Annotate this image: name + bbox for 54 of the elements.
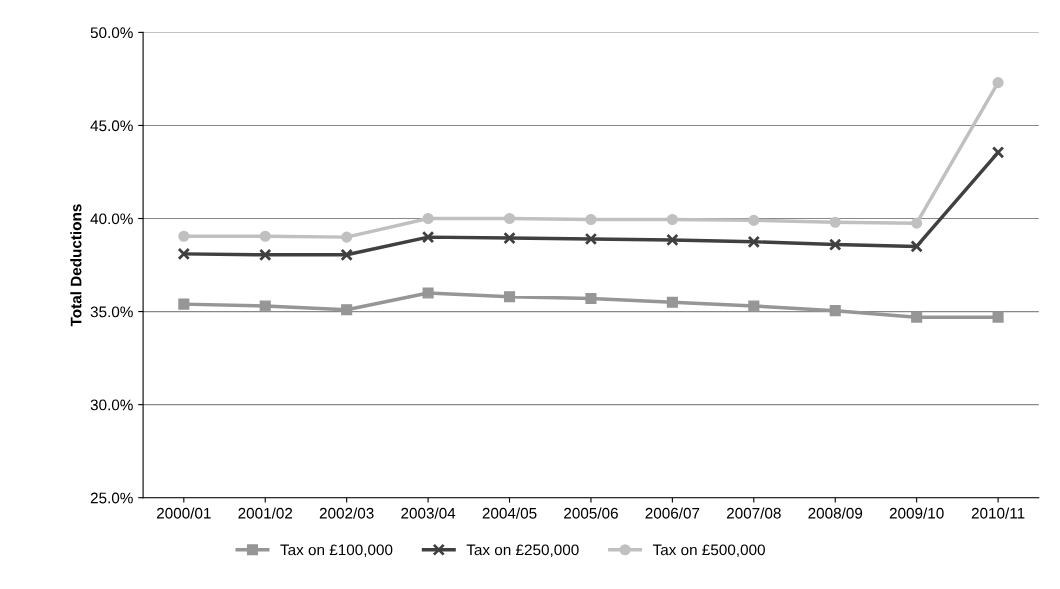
x-tick-label: 2006/07 xyxy=(645,507,700,519)
point xyxy=(666,213,678,226)
point xyxy=(178,298,190,310)
x-tick-label: 2009/10 xyxy=(889,507,944,519)
legend-label: Tax on £250,000 xyxy=(466,544,579,558)
legend-label: Tax on £500,000 xyxy=(652,544,765,558)
x-tick-label: 2002/03 xyxy=(319,507,374,519)
y-tick-label: 30.0% xyxy=(90,399,133,411)
x-tick-label: 2005/06 xyxy=(564,507,618,519)
point xyxy=(258,248,272,262)
y-tick-label: 25.0% xyxy=(90,492,133,504)
x-tick-label: 2010/11 xyxy=(971,507,1025,519)
point xyxy=(584,232,598,246)
x-tick-label: 2007/08 xyxy=(726,507,781,519)
point xyxy=(829,216,841,228)
point xyxy=(748,214,760,226)
point xyxy=(585,292,597,305)
point xyxy=(178,230,190,242)
x-tick-label: 2001/02 xyxy=(238,507,293,519)
legend-label: Tax on £100,000 xyxy=(280,544,393,558)
y-tick-label: 35.0% xyxy=(90,306,133,318)
point xyxy=(910,240,923,253)
point xyxy=(911,217,923,229)
point xyxy=(991,146,1005,159)
point xyxy=(503,212,516,225)
y-tick-label: 45.0% xyxy=(90,120,133,132)
point xyxy=(666,296,678,308)
point xyxy=(422,287,434,299)
x-tick-label: 2000/01 xyxy=(156,507,211,519)
point xyxy=(421,230,435,244)
point xyxy=(992,77,1004,89)
point xyxy=(341,231,353,243)
point xyxy=(422,212,434,225)
point xyxy=(503,291,516,303)
point xyxy=(748,300,760,312)
x-tick-label: 2008/09 xyxy=(808,507,863,519)
point xyxy=(829,305,841,317)
point xyxy=(911,311,923,323)
point xyxy=(340,248,353,262)
point xyxy=(259,300,271,312)
point xyxy=(666,233,679,247)
x-tick-label: 2003/04 xyxy=(401,507,456,519)
point xyxy=(177,247,191,261)
point xyxy=(828,238,842,251)
point xyxy=(992,311,1004,323)
x-tick-label: 2004/05 xyxy=(482,507,537,519)
point xyxy=(259,230,271,242)
y-tick-label: 50.0% xyxy=(90,27,133,39)
point xyxy=(341,304,353,316)
y-axis-title: Total Deductions xyxy=(70,204,82,327)
point xyxy=(585,213,597,226)
point xyxy=(503,231,516,245)
y-tick-label: 40.0% xyxy=(90,213,133,225)
point xyxy=(747,235,761,249)
